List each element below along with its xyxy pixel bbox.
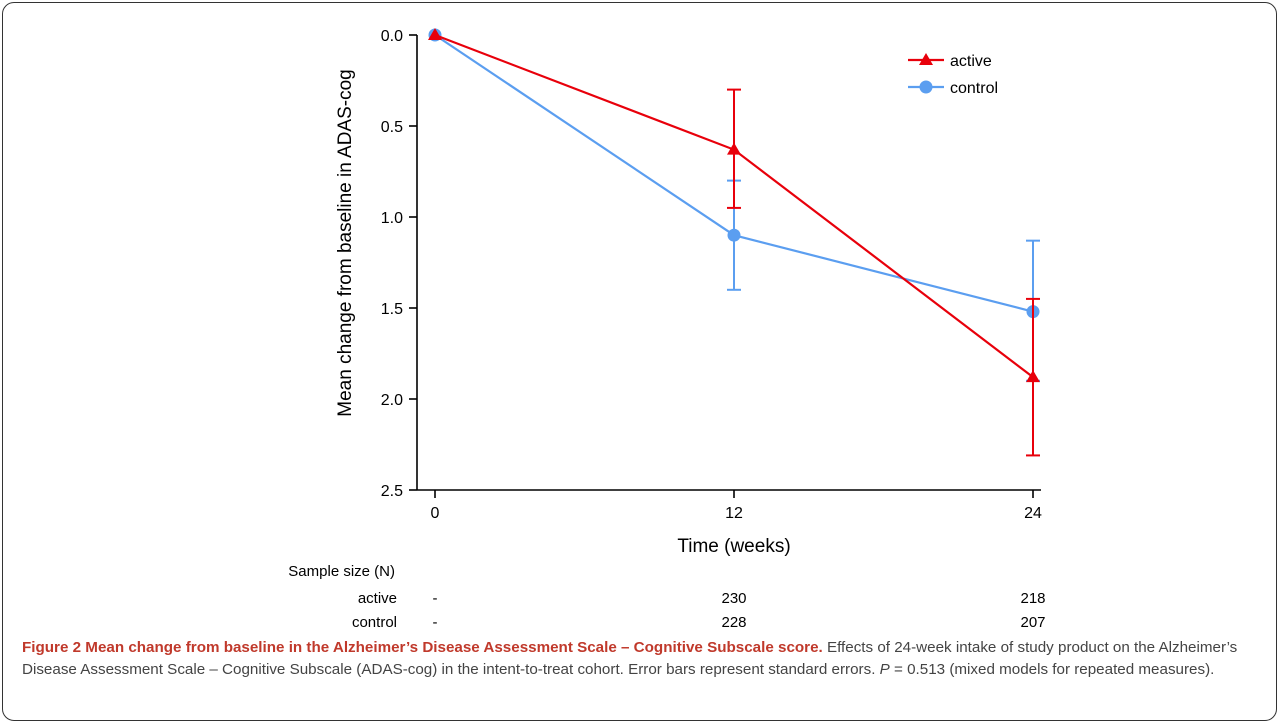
active-data-point <box>1026 370 1040 383</box>
chart: 0.0 0.5 1.0 1.5 2.0 2.5 0 12 24 Time (weeks) Mean … <box>288 28 1046 631</box>
x-tick-label: 12 <box>725 505 743 522</box>
y-tick-label: 2.5 <box>381 483 403 500</box>
caption-title: Figure 2 Mean change from baseline in th… <box>22 639 823 656</box>
sample-size-row-label: control <box>352 614 397 631</box>
sample-size-value: 218 <box>1020 590 1045 607</box>
x-axis-title: Time (weeks) <box>677 536 790 557</box>
legend-control-label: control <box>950 80 998 97</box>
y-tick-label: 1.0 <box>381 210 403 227</box>
figure-caption: Figure 2 Mean change from baseline in th… <box>22 637 1262 681</box>
active-data-point <box>727 142 741 155</box>
caption-text: Effects of 24-week intake of study produ… <box>22 639 1238 678</box>
control-data-point <box>727 228 741 242</box>
legend-active-marker <box>919 53 933 65</box>
legend-active-label: active <box>950 53 992 70</box>
active-data-point <box>428 28 442 40</box>
sample-size-value: 207 <box>1020 614 1045 631</box>
y-tick-label: 0.0 <box>381 28 403 45</box>
sample-size-value: 228 <box>721 614 746 631</box>
sample-size-title: Sample size (N) <box>288 563 395 580</box>
sample-size-value: 230 <box>721 590 746 607</box>
x-tick-label: 0 <box>431 505 440 522</box>
y-tick-label: 2.0 <box>381 392 403 409</box>
y-tick-label: 0.5 <box>381 119 403 136</box>
x-tick-label: 24 <box>1024 505 1042 522</box>
sample-size-value: - <box>433 614 438 631</box>
y-tick-label: 1.5 <box>381 301 403 318</box>
legend-control-marker <box>919 80 933 94</box>
sample-size-value: - <box>433 590 438 607</box>
caption-p-symbol: P <box>879 661 890 678</box>
sample-size-row-label: active <box>358 590 397 607</box>
y-axis-title: Mean change from baseline in ADAS-cog <box>335 69 356 416</box>
caption-p-text: = 0.513 (mixed models for repeated measu… <box>889 661 1215 678</box>
